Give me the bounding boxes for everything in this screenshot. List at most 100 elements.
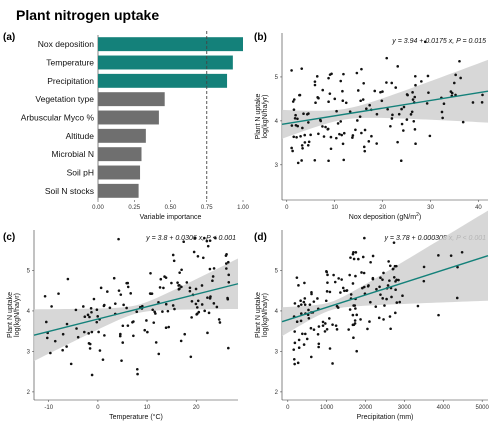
- d-precipitation-data-point: [354, 274, 357, 278]
- d-precipitation-data-point: [359, 318, 362, 321]
- d-precipitation-data-point: [328, 290, 332, 294]
- d-precipitation-data-point: [352, 336, 355, 340]
- c-temperature-data-point: [190, 316, 193, 319]
- d-precipitation-data-point: [297, 346, 301, 350]
- b-nox-data-point: [299, 134, 302, 138]
- d-precipitation-data-point: [374, 305, 378, 308]
- c-temperature-data-point: [89, 306, 93, 310]
- category-label: Altitude: [66, 131, 95, 141]
- b-nox-data-point: [400, 107, 403, 111]
- bar-temperature: [98, 55, 233, 70]
- d-precipitation-data-point: [422, 265, 426, 269]
- b-nox-data-point: [300, 144, 304, 147]
- b-nox-data-point: [356, 119, 359, 122]
- b-nox-data-point: [449, 90, 453, 93]
- c-temperature-data-point: [146, 330, 149, 334]
- b-nox-data-point: [413, 128, 417, 131]
- b-nox-data-point: [333, 97, 337, 101]
- b-nox-data-point: [397, 112, 401, 116]
- c-temperature-data-point: [117, 289, 121, 292]
- b-nox-data-point: [412, 119, 416, 123]
- x-tick-label: 0: [286, 405, 290, 411]
- d-precipitation-data-point: [325, 270, 328, 273]
- b-nox-data-point: [396, 65, 400, 68]
- x-tick-label: 0.75: [201, 205, 213, 211]
- b-nox-data-point: [365, 107, 368, 111]
- b-nox-data-point: [327, 100, 330, 104]
- d-precipitation-data-point: [295, 276, 299, 279]
- d-precipitation-data-point: [345, 289, 349, 292]
- b-nox-data-point: [373, 89, 377, 93]
- c-temperature-data-point: [88, 347, 92, 350]
- c-temperature-data-point: [132, 334, 135, 338]
- bar-arbuscular-myco-: [98, 110, 159, 125]
- b-nox-data-point: [293, 117, 297, 120]
- d-precipitation-data-point: [379, 293, 382, 296]
- b-nox-data-point: [461, 120, 465, 124]
- c-temperature-data-point: [96, 315, 99, 318]
- c-temperature-data-point: [95, 320, 99, 324]
- c-temperature-data-point: [153, 310, 156, 314]
- d-precipitation-data-point: [388, 315, 392, 318]
- x-tick-label: 0.50: [165, 205, 177, 211]
- c-temperature-data-point: [65, 322, 69, 326]
- b-nox-data-point: [298, 93, 301, 97]
- b-nox-data-point: [367, 140, 371, 143]
- d-precipitation-data-point: [292, 357, 296, 361]
- b-nox-data-point: [291, 149, 294, 153]
- d-precipitation-data-point: [378, 285, 381, 289]
- c-temperature-regression-line: [33, 283, 239, 336]
- bar-precipitation: [98, 73, 228, 88]
- b-nox-data-point: [481, 93, 484, 97]
- c-temperature-data-point: [118, 334, 122, 338]
- d-precipitation-data-point: [328, 317, 331, 320]
- c-temperature-data-point: [203, 236, 206, 240]
- c-temperature-data-point: [129, 292, 133, 295]
- d-precipitation-data-point: [299, 303, 303, 306]
- c-temperature-data-point: [193, 236, 197, 240]
- category-label: Nox deposition: [38, 39, 95, 49]
- b-nox-data-point: [359, 99, 362, 103]
- d-precipitation-data-point: [388, 264, 392, 268]
- d-precipitation-data-point: [398, 300, 402, 304]
- b-nox-data-point: [295, 136, 298, 139]
- y-tick-label: 3: [27, 349, 31, 355]
- d-precipitation-data-point: [379, 276, 382, 280]
- d-precipitation-data-point: [371, 254, 375, 258]
- b-nox-data-point: [386, 107, 389, 111]
- b-nox-data-point: [394, 86, 398, 89]
- x-tick-label: 1.00: [237, 205, 249, 211]
- d-precipitation-data-point: [377, 316, 381, 320]
- b-nox-data-point: [321, 125, 324, 128]
- b-nox-data-point: [292, 98, 296, 101]
- b-nox-data-point: [480, 101, 484, 104]
- category-label: Temperature: [46, 58, 94, 68]
- bar-microbial-n: [98, 147, 142, 162]
- d-precipitation-data-point: [368, 320, 371, 323]
- c-temperature-data-point: [170, 281, 173, 285]
- b-nox-data-point: [309, 133, 312, 137]
- d-precipitation-data-point: [371, 277, 375, 281]
- c-temperature-data-point: [145, 319, 148, 322]
- b-nox-data-point: [405, 93, 409, 96]
- d-precipitation-data-point: [293, 330, 296, 333]
- c-temperature-data-point: [194, 302, 198, 306]
- d-precipitation-data-point: [293, 362, 296, 366]
- y-tick-label: 5: [275, 268, 279, 274]
- c-temperature-data-point: [224, 262, 228, 265]
- b-nox-data-point: [301, 146, 304, 150]
- b-nox-data-point: [375, 142, 378, 145]
- b-nox-data-point: [303, 133, 307, 137]
- d-precipitation-data-point: [416, 304, 420, 308]
- c-temperature-data-point: [225, 267, 228, 270]
- b-nox-data-point: [306, 143, 310, 147]
- c-temperature-data-point: [206, 244, 210, 248]
- d-precipitation-data-point: [293, 302, 297, 305]
- d-precipitation-data-point: [455, 296, 459, 300]
- c-temperature-data-point: [208, 267, 212, 271]
- d-precipitation-data-point: [316, 332, 320, 336]
- category-label: Precipitation: [47, 76, 94, 86]
- b-nox-data-point: [379, 90, 382, 94]
- c-temperature-data-point: [90, 310, 93, 314]
- b-nox-data-point: [296, 117, 299, 121]
